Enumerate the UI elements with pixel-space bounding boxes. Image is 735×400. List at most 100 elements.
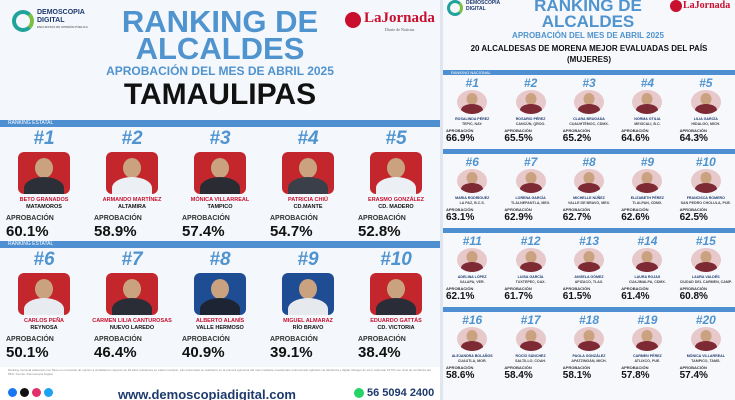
face-shape [525,330,537,342]
mayor-name: ROSARIO PÉREZ [515,117,546,121]
x-icon[interactable] [20,388,29,397]
candidate-card: #10 EDUARDO GATTÁS CD. VICTORIA APROBACIÓN 3… [352,249,440,361]
body-shape [288,177,328,194]
body-shape [636,262,659,272]
face-shape [466,172,478,184]
face-shape [700,251,712,263]
municipality: TEPIC, NAY. [461,122,483,126]
mayor-card: #18 PAOLA GONZÁLEZ APATZINGÁN, MICH. APROBA… [560,313,618,387]
approval-percent: 60.8% [679,291,708,302]
mayor-name: ALEJANDRA BOLAÑOS [451,354,493,358]
approval-percent: 57.4% [182,223,225,240]
mayor-card: #17 ROCÍO SÁNCHEZ SALTILLO, COAH. APROBACIÓ… [501,313,559,387]
rank-number: #1 [465,76,479,90]
rank-number: #8 [582,155,596,169]
mayor-photo [690,169,721,193]
footer: Ranking mensual elaborado con base en en… [0,367,440,400]
rank-number: #1 [33,128,55,149]
body-shape [461,183,484,193]
face-shape [641,172,653,184]
mayor-photo [632,248,663,272]
candidate-name: ERASMO GONZÁLEZ [368,197,424,203]
approval-label: APROBACIÓN [504,365,532,370]
municipality: TLALNEPANTLA, MEX. [510,201,551,205]
approval-label: APROBACIÓN [182,336,230,343]
approval-percent: 62.5% [679,212,708,223]
mayor-card: #1 ROSALINDA PÉREZ TEPIC, NAY. APROBACIÓN 66… [443,76,501,150]
municipality: ATLIXCO, PUE. [634,359,661,363]
candidate-photo [18,273,70,315]
approval-percent: 65.5% [504,133,533,144]
mayor-card: #10 FRANCISCA ROMERO SAN PEDRO CHOLULA, PU… [677,155,735,229]
body-shape [519,262,542,272]
mayor-name: ANGELA GÓMEZ [574,275,604,279]
right-subtitle: APROBACIÓN DEL MES DE ABRIL 2025 [512,31,664,40]
approval-percent: 58.4% [504,370,533,381]
rband-2 [443,149,735,154]
rband-3 [443,228,735,233]
mayor-photo [515,169,546,193]
body-shape [376,298,416,315]
mayor-card: #20 MÓNICA VILLARREAL TAMPICO, TAMS. APROBA… [677,313,735,387]
instagram-icon[interactable] [32,388,41,397]
mayor-card: #15 LAURA VALDÉS CIUDAD DEL CARMEN, CAMP. A… [677,234,735,308]
rank-number: #7 [121,249,143,270]
municipality: RÍO BRAVO [292,325,324,331]
face-shape [35,279,53,299]
facebook-icon[interactable] [8,388,17,397]
rank-number: #10 [695,155,716,169]
rank-number: #13 [578,234,599,248]
whatsapp-icon[interactable] [354,388,364,398]
mayor-card: #5 LILIA GARCÍA HIDALGO, MICH. APROBACIÓN 64… [677,76,735,150]
approval-percent: 61.4% [621,291,650,302]
face-shape [299,279,317,299]
approval-percent: 52.8% [358,223,401,240]
body-shape [577,183,600,193]
approval-percent: 61.7% [504,291,533,302]
lajornada-wordmark: LaJornada [364,10,435,26]
approval-label: APROBACIÓN [562,128,591,133]
demoscopia-brand: DEMOSCOPIA DIGITAL ENCUESTAS DE OPINIÓN P… [37,9,88,29]
tamaulipas-ranking-panel: DEMOSCOPIA DIGITAL ENCUESTAS DE OPINIÓN P… [0,0,440,400]
municipality: VALLE HERMOSO [196,325,244,331]
rank-number: #18 [578,313,599,327]
candidate-name: ALBERTO ALANÍS [195,318,245,324]
municipality: TAMPICO, TAMS. [691,359,721,363]
approval-label: APROBACIÓN [358,336,406,343]
national-women-ranking-panel: DEMOSCOPIA DIGITAL RANKING DE ALCALDES La… [443,0,735,400]
mayor-photo [515,327,546,351]
mayor-name: PAOLA GONZÁLEZ [572,354,606,358]
approval-percent: 62.9% [504,212,533,223]
face-shape [700,93,712,105]
candidate-card: #3 MÓNICA VILLARREAL TAMPICO APROBACIÓN 57.4… [176,128,264,240]
phone-number[interactable]: 56 5094 2400 [367,387,435,399]
right-heading: 20 ALCALDESAS DE MORENA MEJOR EVALUADAS … [470,44,708,53]
mayor-photo [632,169,663,193]
mayor-card: #4 NORMA OTILIA MEXICALI, B.C. APROBACIÓN 64… [618,76,676,150]
approval-percent: 64.6% [621,133,650,144]
body-shape [24,298,64,315]
rank-number: #11 [462,234,482,248]
municipality: REYNOSA [30,325,58,331]
mayor-card: #9 ELIZABETH PÉREZ TLALPAN, CDMX. APROBACIÓ… [618,155,676,229]
municipality: APIZACO, TLAX. [574,280,604,284]
approval-label: APROBACIÓN [6,336,54,343]
body-shape [112,177,152,194]
website-link[interactable]: www.demoscopiadigital.com [118,387,296,400]
mayor-card: #19 CARMEN PÉREZ ATLIXCO, PUE. APROBACIÓN 57… [618,313,676,387]
body-shape [376,177,416,194]
approval-label: APROBACIÓN [679,128,707,133]
body-shape [112,298,152,315]
municipality: SALTILLO, COAH. [515,359,547,363]
face-shape [583,251,595,263]
mayor-name: LAURA ROJAS [634,275,661,279]
twitter-icon[interactable] [44,388,53,397]
mayor-card: #12 LUISA GARCÍA TUXTEPEC, OAX. APROBACIÓN 6… [501,234,559,308]
body-shape [636,183,659,193]
face-shape [700,330,712,342]
municipality: VALLE DE BRAVO, MEX. [567,201,610,205]
approval-label: APROBACIÓN [94,215,142,222]
face-shape [466,251,478,263]
candidate-photo [370,152,422,194]
